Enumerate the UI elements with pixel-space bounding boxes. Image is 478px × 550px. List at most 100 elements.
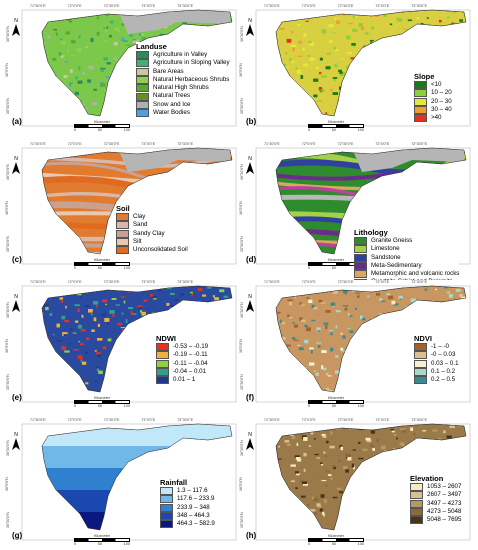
raster-cell [299,508,304,510]
raster-cell [405,63,410,65]
raster-cell [297,70,301,74]
raster-cell [153,314,159,317]
raster-cell [323,322,329,325]
raster-cell [344,513,349,516]
raster-cell [334,17,337,20]
raster-cell [67,49,69,53]
raster-cell [79,343,85,346]
scale-label: 0 [308,404,311,408]
raster-cell [282,63,287,67]
legend-item: <10 [414,81,452,90]
raster-cell [387,485,392,489]
raster-cell [347,358,352,362]
raster-cell [400,444,405,447]
raster-cell [345,80,349,82]
raster-cell [230,78,232,82]
raster-cell [409,114,413,116]
legend-swatch [136,67,149,76]
raster-cell [313,498,319,502]
raster-cell [106,62,111,65]
raster-cell [206,26,209,29]
raster-cell [85,107,88,111]
scale-bar-graphic [308,124,364,128]
legend-item: 0.2 – 0.5 [414,376,459,385]
raster-cell [297,55,303,57]
raster-cell [314,453,319,456]
raster-cell [463,522,466,525]
raster-cell [334,370,340,374]
raster-cell [384,320,389,324]
longitude-tick: 72°30'0"E [103,418,120,422]
raster-cell [121,37,125,41]
raster-cell [357,373,363,377]
legend-label: 0.1 – 0.2 [431,367,456,375]
raster-cell [401,40,404,43]
raster-cell [386,484,391,487]
raster-cell [197,318,203,322]
longitude-ticks: 71°30'0"E 72°0'0"E 72°30'0"E 73°0'0"E 73°30'… [264,280,449,284]
raster-cell [313,307,318,310]
scale-label: 100 [123,128,130,132]
raster-cell [132,39,137,41]
raster-cell [137,321,141,324]
raster-cell [394,449,400,452]
raster-cell [343,466,348,470]
legend-swatch [410,499,423,508]
longitude-tick: 73°30'0"E [177,418,193,422]
raster-cell [311,496,314,500]
raster-cell [74,304,80,307]
raster-cell [347,114,352,116]
raster-cell [329,445,335,449]
raster-cell [111,298,117,300]
raster-cell [297,23,301,26]
raster-cell [447,291,450,294]
raster-cell [292,436,296,440]
raster-cell [141,37,146,41]
raster-cell [365,437,371,441]
legend-label: 2607 – 3497 [427,491,462,499]
raster-cell [88,309,93,313]
legend-item: 30 – 40 [414,106,452,115]
raster-cell [282,384,287,387]
legend-label: Agriculture in Valley [153,51,208,58]
raster-cell [386,96,389,99]
scale-bar-graphic [308,538,364,542]
raster-cell [294,501,297,503]
raster-cell [332,496,338,499]
raster-cell [396,499,402,503]
raster-cell [373,335,376,337]
raster-cell [407,386,409,389]
raster-cell [144,316,150,319]
legend-item: Unconsolidated Soil [116,246,188,255]
raster-cell [276,474,281,479]
raster-cell [140,309,142,313]
latitude-tick: 36°30'0"N [6,26,10,42]
legend-swatch [160,520,173,529]
raster-cell [289,364,294,368]
raster-cell [391,430,395,433]
legend-label: Limestone [371,245,400,253]
raster-cell [369,85,373,87]
raster-cell [443,56,446,59]
raster-cell [163,38,168,40]
legend-swatch [414,97,427,106]
raster-cell [204,329,207,333]
raster-cell [323,513,325,517]
raster-cell [289,432,294,436]
raster-cell [370,444,374,448]
raster-cell [445,449,451,453]
raster-cell [382,73,387,77]
raster-cell [449,424,455,429]
raster-cell [190,291,193,294]
raster-cell [102,299,108,303]
raster-cell [441,458,447,461]
longitude-tick: 73°30'0"E [411,418,427,422]
longitude-ticks: 71°30'0"E 72°0'0"E 72°30'0"E 73°0'0"E 73°30'… [30,418,215,422]
legend-label: Meta-Sedimentary [371,261,422,269]
legend-title: NDWI [156,334,176,343]
raster-cell [314,370,316,372]
raster-cell [52,58,57,61]
north-arrow-icon: N [246,156,254,176]
legend-label: 117.6 – 233.9 [177,495,215,503]
raster-cell [432,429,438,432]
